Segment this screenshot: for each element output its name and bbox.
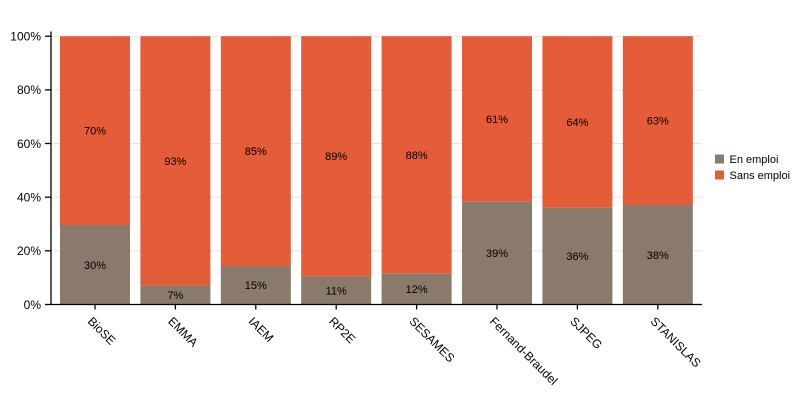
- svg-text:61%: 61%: [486, 114, 508, 126]
- svg-text:30%: 30%: [84, 260, 106, 272]
- svg-text:88%: 88%: [406, 150, 428, 162]
- svg-text:11%: 11%: [326, 285, 347, 297]
- svg-text:89%: 89%: [325, 151, 347, 163]
- svg-text:70%: 70%: [84, 126, 106, 138]
- svg-text:Sans emploi: Sans emploi: [730, 170, 791, 182]
- svg-text:100%: 100%: [10, 30, 41, 44]
- svg-text:93%: 93%: [164, 156, 186, 168]
- svg-text:36%: 36%: [566, 251, 588, 263]
- svg-text:En emploi: En emploi: [730, 154, 779, 166]
- svg-text:85%: 85%: [245, 146, 267, 158]
- svg-text:60%: 60%: [17, 137, 41, 151]
- svg-text:64%: 64%: [566, 117, 588, 129]
- svg-text:7%: 7%: [167, 290, 183, 302]
- svg-text:38%: 38%: [647, 250, 669, 262]
- svg-text:39%: 39%: [486, 248, 508, 260]
- svg-text:0%: 0%: [24, 298, 42, 312]
- svg-text:80%: 80%: [17, 83, 41, 97]
- svg-text:40%: 40%: [17, 191, 41, 205]
- svg-text:63%: 63%: [647, 116, 669, 128]
- svg-text:20%: 20%: [17, 244, 41, 258]
- svg-text:12%: 12%: [406, 284, 428, 296]
- svg-text:15%: 15%: [245, 280, 267, 292]
